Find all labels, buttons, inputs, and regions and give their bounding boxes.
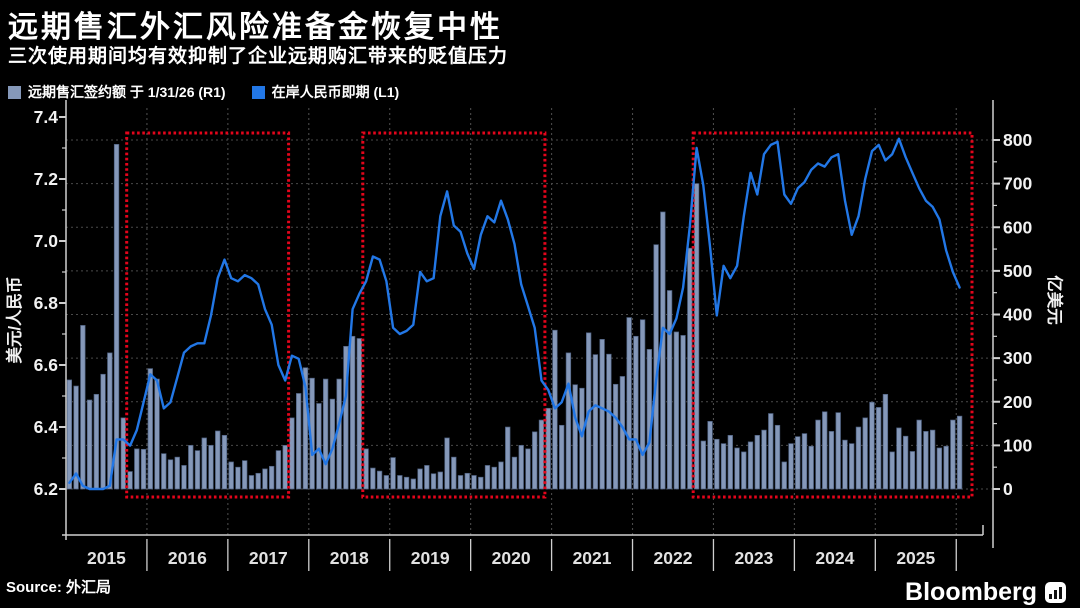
source-name: 外汇局 (66, 579, 112, 596)
chart-title: 远期售汇外汇风险准备金恢复中性 (8, 11, 503, 44)
left-axis-tick-label: 7.0 (34, 231, 59, 251)
source-note: Source: 外汇局 (6, 576, 111, 597)
left-axis-tick-label: 6.4 (34, 417, 59, 437)
year-label: 2019 (411, 548, 450, 568)
legend-item-forward-sales: 远期售汇签约额 于 1/31/26 (R1) (8, 82, 226, 102)
right-axis-tick-label: 0 (1003, 479, 1013, 499)
left-axis-tick-label: 6.6 (34, 355, 59, 375)
highlight-box (691, 131, 974, 499)
highlight-box (361, 131, 547, 499)
year-label: 2023 (734, 548, 773, 568)
chart-subtitle: 三次使用期间均有效抑制了企业远期购汇带来的贬值压力 (8, 46, 509, 67)
legend-item-cny-spot: 在岸人民币即期 (L1) (251, 82, 400, 102)
x-axis-years: 2015 2016 2017 2018 2019 2020 2021 2022 2023 2024… (87, 539, 957, 571)
right-axis-tick-label: 700 (1003, 174, 1032, 194)
source-prefix: Source: (6, 579, 62, 596)
right-axis-tick-label: 800 (1003, 130, 1032, 150)
legend-label: 在岸人民币即期 (L1) (271, 84, 400, 100)
year-label: 2018 (330, 548, 369, 568)
left-axis-title: 美元/人民币 (4, 276, 24, 363)
year-label: 2025 (896, 548, 935, 568)
year-label: 2016 (168, 548, 207, 568)
year-label: 2015 (87, 548, 126, 568)
bloomberg-logo: Bloomberg (905, 578, 1066, 607)
left-axis-tick-label: 7.4 (34, 107, 59, 127)
right-axis: 800 700 600 500 400 300 200 100 0 亿美元 (993, 130, 1065, 499)
left-axis-tick-label: 7.2 (34, 169, 59, 189)
line-series-swatch (251, 85, 265, 99)
bloomberg-terminal-icon (1045, 582, 1066, 603)
left-axis-tick-label: 6.2 (34, 479, 59, 499)
right-axis-tick-label: 300 (1003, 348, 1032, 368)
left-axis-tick-label: 6.8 (34, 293, 59, 313)
year-label: 2021 (573, 548, 612, 568)
year-label: 2024 (815, 548, 854, 568)
year-label: 2017 (249, 548, 288, 568)
bar-series-forward-fx-sales (66, 144, 963, 490)
year-label: 2022 (654, 548, 693, 568)
right-axis-tick-label: 200 (1003, 392, 1032, 412)
policy-highlight-boxes (125, 131, 974, 499)
highlight-box (125, 131, 291, 499)
year-label: 2020 (492, 548, 531, 568)
legend-label: 远期售汇签约额 于 1/31/26 (R1) (28, 84, 226, 100)
bloomberg-wordmark: Bloomberg (905, 578, 1037, 606)
legend: 远期售汇签约额 于 1/31/26 (R1) 在岸人民币即期 (L1) (8, 82, 399, 102)
right-axis-tick-label: 400 (1003, 305, 1032, 325)
right-axis-tick-label: 600 (1003, 217, 1032, 237)
bar-series-swatch (8, 85, 21, 99)
right-axis-title: 亿美元 (1045, 275, 1065, 325)
right-axis-tick-label: 500 (1003, 261, 1032, 281)
cny-spot-line (68, 137, 961, 491)
left-axis: 7.4 7.2 7.0 6.8 6.6 6.4 6.2 美元/人民币 (4, 107, 66, 499)
axes (62, 100, 994, 548)
grid-lines (66, 108, 993, 535)
right-axis-tick-label: 100 (1003, 435, 1032, 455)
